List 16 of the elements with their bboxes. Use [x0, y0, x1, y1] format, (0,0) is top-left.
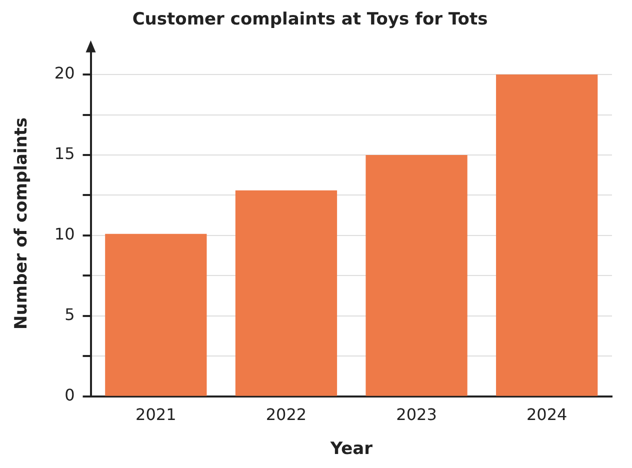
y-axis-title: Number of complaints	[12, 117, 32, 330]
chart-title: Customer complaints at Toys for Tots	[132, 10, 488, 30]
x-tick-label: 2024	[526, 405, 568, 424]
y-tick-label: 5	[64, 305, 75, 324]
y-tick-label: 0	[64, 386, 75, 405]
x-tick-label: 2022	[266, 405, 307, 424]
y-tick-label: 20	[54, 64, 75, 83]
bar	[496, 74, 598, 396]
y-tick-label: 10	[54, 224, 75, 244]
x-tick-label: 2021	[136, 405, 176, 424]
y-tick-label: 15	[54, 144, 75, 164]
x-tick-label: 2023	[396, 405, 437, 424]
bar	[105, 234, 207, 396]
bar	[235, 190, 338, 396]
bar	[366, 155, 468, 396]
x-axis-title: Year	[329, 439, 374, 460]
